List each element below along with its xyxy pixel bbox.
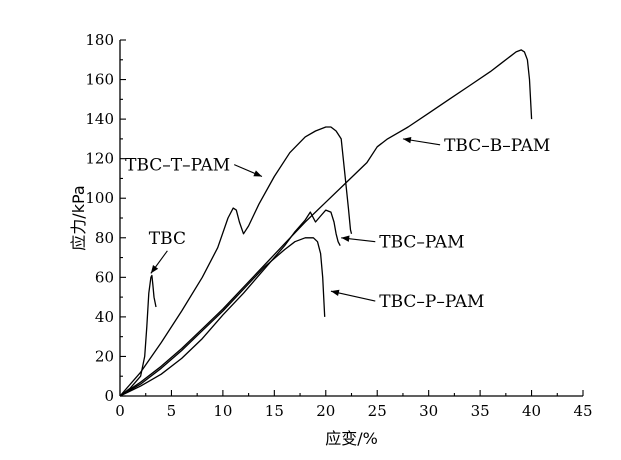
series-line-4 — [119, 237, 326, 397]
x-axis-title: 应变/% — [325, 429, 378, 448]
y-tick-label: 0 — [104, 387, 114, 405]
arrowhead-3 — [402, 136, 412, 144]
axes: 0 5 10 15 20 25 30 35 40 45 0 20 40 60 80 100 120 140 160 1… — [85, 31, 592, 420]
series-label-0: TBC — [149, 229, 186, 249]
x-tick-label: 15 — [265, 402, 284, 420]
arrowhead-4 — [330, 289, 340, 297]
y-tick-label: 60 — [95, 268, 114, 286]
y-tick-label: 140 — [85, 110, 114, 128]
series-label-1: TBC–T–PAM — [125, 156, 230, 176]
series-labels: TBC TBC–T–PAM TBC–PAM TBC–B–PAM TBC–P–PAM — [125, 136, 550, 312]
y-tick-label: 120 — [85, 150, 114, 168]
x-tick-label: 40 — [522, 402, 541, 420]
arrowhead-0 — [150, 265, 159, 274]
series-label-3: TBC–B–PAM — [444, 136, 550, 156]
series-label-2: TBC–PAM — [379, 233, 464, 253]
x-tick-label: 25 — [368, 402, 387, 420]
x-tick-label: 35 — [471, 402, 490, 420]
x-tick-label: 20 — [316, 402, 335, 420]
y-tick-label: 20 — [95, 347, 114, 365]
y-tick-label: 80 — [95, 229, 114, 247]
series-label-4: TBC–P–PAM — [379, 292, 484, 312]
series-line-1 — [119, 126, 353, 397]
x-tick-label: 10 — [213, 402, 232, 420]
arrowhead-1 — [253, 170, 262, 177]
series-line-3 — [119, 49, 533, 397]
series-line-2 — [119, 209, 341, 397]
y-tick-label: 160 — [85, 71, 114, 89]
series-line-0 — [119, 274, 157, 397]
y-tick-label: 180 — [85, 31, 114, 49]
x-tick-label: 5 — [167, 402, 177, 420]
x-tick-label: 30 — [419, 402, 438, 420]
y-axis-title: 应力/kPa — [69, 185, 88, 250]
y-tick-label: 40 — [95, 308, 114, 326]
arrowhead-2 — [341, 235, 350, 242]
x-tick-label: 0 — [115, 402, 125, 420]
y-tick-label: 100 — [85, 189, 114, 207]
series-layer — [119, 49, 533, 397]
x-tick-label: 45 — [573, 402, 592, 420]
